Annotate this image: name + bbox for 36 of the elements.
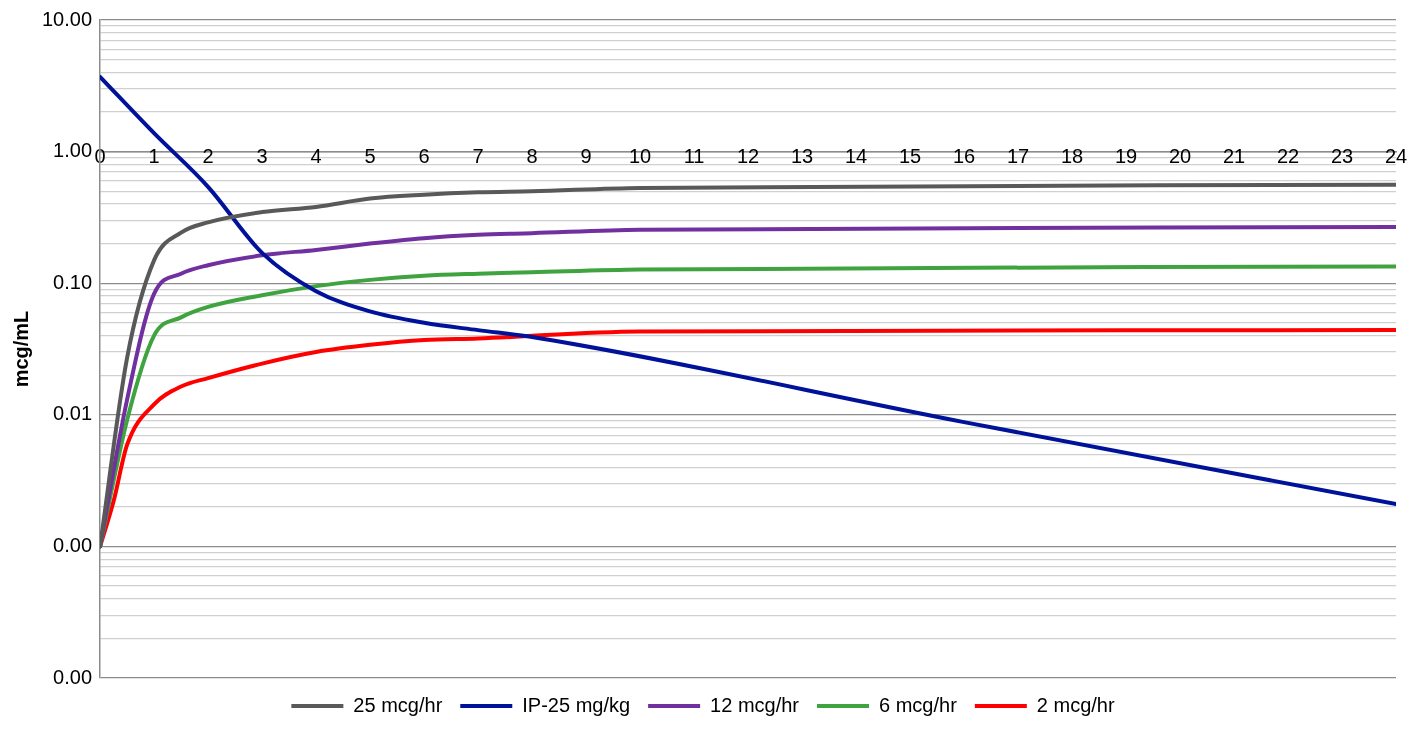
x-tick-label: 15 (898, 145, 922, 168)
x-tick-label: 3 (256, 145, 268, 168)
y-tick-label: 0.01 (53, 402, 93, 425)
y-axis-title: mcg/mL (9, 310, 32, 388)
y-tick-label: 10.00 (41, 7, 93, 30)
y-tick-label: 0.10 (53, 270, 93, 293)
y-tick-label: 0.00 (53, 665, 93, 688)
x-tick-label: 11 (683, 145, 705, 168)
x-tick-label: 9 (580, 145, 592, 168)
x-tick-label: 1 (148, 145, 160, 168)
x-tick-label: 6 (418, 145, 430, 168)
y-tick-label: 1.00 (53, 139, 93, 162)
legend-label: 12 mcg/hr (710, 693, 800, 716)
legend-label: IP-25 mg/kg (522, 693, 631, 716)
x-tick-label: 20 (1168, 145, 1192, 168)
x-tick-label: 7 (472, 145, 484, 168)
x-tick-label: 24 (1384, 145, 1408, 168)
legend-label: 25 mcg/hr (353, 693, 443, 716)
x-tick-label: 12 (736, 145, 760, 168)
x-tick-label: 13 (790, 145, 814, 168)
x-tick-label: 16 (952, 145, 976, 168)
legend-label: 6 mcg/hr (879, 693, 958, 716)
x-tick-label: 2 (202, 145, 214, 168)
x-tick-label: 14 (844, 145, 868, 168)
y-tick-label: 0.00 (53, 533, 93, 556)
x-tick-label: 10 (628, 145, 652, 168)
x-tick-label: 5 (364, 145, 376, 168)
x-tick-label: 17 (1006, 145, 1030, 168)
x-tick-label: 21 (1222, 145, 1246, 168)
x-tick-label: 23 (1330, 145, 1354, 168)
x-tick-label: 22 (1276, 145, 1300, 168)
x-tick-label: 4 (310, 145, 322, 168)
x-tick-label: 19 (1114, 145, 1138, 168)
legend-label: 2 mcg/hr (1036, 693, 1115, 716)
x-tick-label: 8 (526, 145, 538, 168)
x-tick-label: 18 (1060, 145, 1084, 168)
